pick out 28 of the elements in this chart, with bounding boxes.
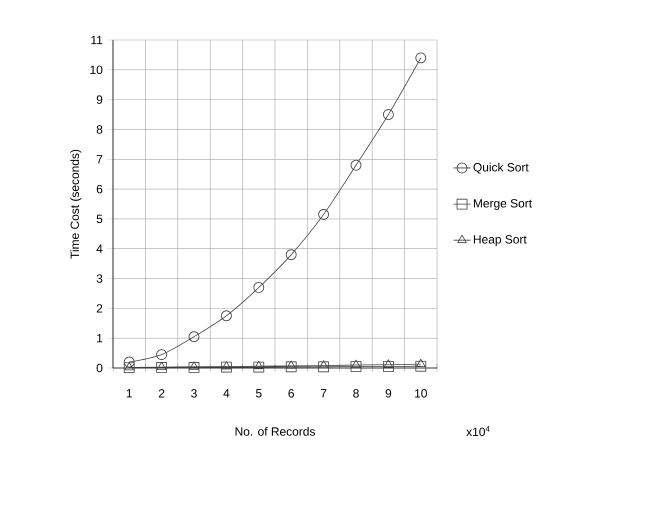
x-tick-label: 5	[256, 389, 262, 398]
x-tick-label: 10	[415, 389, 427, 398]
x-tick-label: 4	[223, 389, 230, 398]
legend-label: Quick Sort	[474, 162, 529, 174]
y-tick-label: 6	[96, 184, 102, 194]
y-tick-label: 7	[96, 155, 102, 164]
y-tick-label: 4	[96, 244, 102, 253]
x-axis-title: No. of Records	[236, 426, 315, 436]
legend-label: Merge Sort	[474, 199, 532, 210]
legend-label: Heap Sort	[474, 235, 527, 246]
y-tick-label: 0	[96, 364, 102, 372]
y-tick-label: 10	[90, 66, 102, 74]
x-tick-label: 7	[320, 389, 326, 398]
y-tick-label: 8	[96, 125, 102, 134]
y-tick-label: 5	[96, 214, 102, 224]
text: x10$^{4}$	[466, 426, 490, 436]
x-tick-label: 9	[386, 389, 392, 398]
y-tick-label: 3	[96, 274, 102, 283]
y-axis-title: Time Cost (seconds)	[70, 150, 82, 259]
y-tick-label: 2	[96, 304, 102, 313]
x-tick-label: 3	[191, 389, 197, 398]
x-tick-label: 1	[126, 389, 132, 398]
x-tick-label: 2	[158, 389, 164, 398]
x-tick-label: 6	[288, 389, 294, 398]
y-tick-label: 9	[96, 95, 102, 104]
y-tick-label: 1	[97, 334, 102, 342]
x-tick-label: 8	[353, 389, 359, 398]
y-tick-label: 11	[91, 36, 102, 44]
